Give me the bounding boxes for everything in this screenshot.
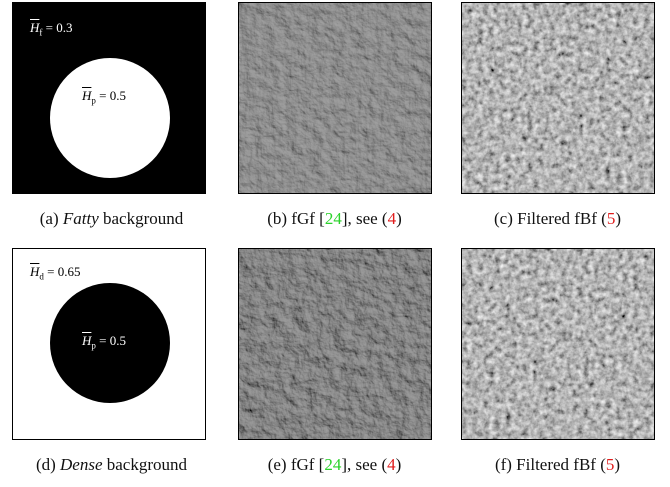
caption: (a) Fatty background [0, 209, 223, 229]
text: (e) fGf [ [268, 455, 325, 474]
text: (a) [40, 209, 63, 228]
text: H [82, 88, 91, 103]
texture-image [461, 248, 655, 440]
text: ) [615, 209, 621, 228]
caption: (e) fGf [24], see (4) [223, 455, 446, 475]
text: background [99, 209, 184, 228]
label: Hd = 0.65 [30, 264, 80, 282]
text: background [103, 455, 188, 474]
text: ) [614, 455, 620, 474]
text: ], see ( [341, 455, 387, 474]
label: Hp = 0.5 [82, 88, 126, 106]
text: 0.65 [58, 264, 81, 279]
label: Hf = 0.3 [30, 20, 72, 38]
text: Fatty [63, 209, 99, 228]
caption: (b) fGf [24], see (4) [223, 209, 446, 229]
text: = [46, 20, 53, 35]
text: 0.3 [56, 20, 72, 35]
text: ) [396, 455, 402, 474]
text: ) [396, 209, 402, 228]
text: 4 [388, 209, 397, 228]
text: = [99, 88, 106, 103]
text: (f) Filtered fBf ( [495, 455, 606, 474]
text: 0.5 [110, 88, 126, 103]
text: 24 [325, 209, 342, 228]
text: H [30, 20, 39, 35]
text: = [47, 264, 54, 279]
text: 0.5 [110, 333, 126, 348]
text: 4 [387, 455, 396, 474]
text: 24 [324, 455, 341, 474]
circle [50, 58, 170, 178]
texture-image [238, 248, 432, 440]
text: p [91, 341, 96, 351]
text: f [39, 28, 42, 38]
text: = [99, 333, 106, 348]
figure: Hf = 0.3 Hp = 0.5 (a) Fatty background (… [0, 0, 670, 487]
caption: (d) Dense background [0, 455, 223, 475]
dense-phantom: Hd = 0.65 Hp = 0.5 [12, 248, 206, 440]
text: (c) Filtered fBf ( [494, 209, 607, 228]
text: H [30, 264, 39, 279]
label: Hp = 0.5 [82, 333, 126, 351]
text: p [91, 96, 96, 106]
text: ], see ( [342, 209, 388, 228]
text: (d) [36, 455, 60, 474]
text: Dense [60, 455, 102, 474]
fatty-phantom: Hf = 0.3 Hp = 0.5 [12, 2, 206, 194]
caption: (f) Filtered fBf (5) [446, 455, 669, 475]
texture-image [238, 2, 432, 194]
texture-image [461, 2, 655, 194]
text: d [39, 272, 44, 282]
text: H [82, 333, 91, 348]
caption: (c) Filtered fBf (5) [446, 209, 669, 229]
text: (b) fGf [ [267, 209, 325, 228]
